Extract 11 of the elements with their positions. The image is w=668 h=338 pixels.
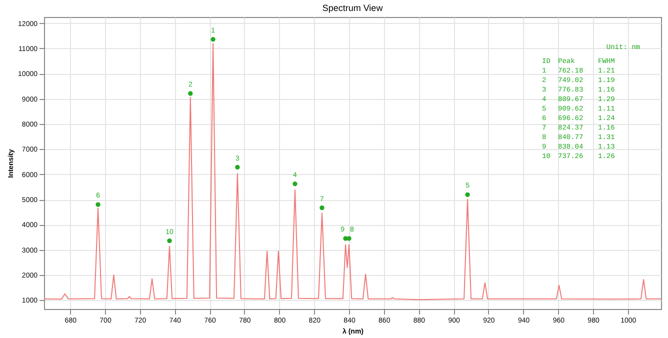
point (210, 37, 216, 42)
point (346, 236, 352, 241)
point (96, 202, 100, 207)
point (465, 192, 470, 198)
chart-title: Spectrum View (322, 3, 384, 13)
point (292, 182, 298, 186)
point (188, 91, 193, 96)
point (167, 238, 172, 244)
point (235, 164, 240, 170)
point (320, 205, 324, 210)
line-series (44, 43, 662, 300)
